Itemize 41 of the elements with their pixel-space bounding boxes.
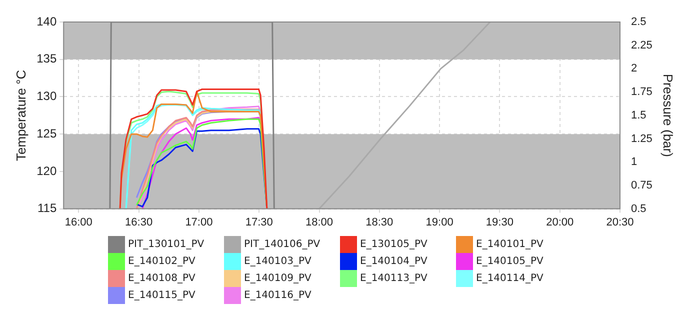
x-tick-label: 19:00 [426,216,454,228]
y2-tick-label: 2.5 [630,16,646,28]
y-axis-title: Temperature °C [13,70,28,161]
legend-label: E_140102_PV [128,256,196,267]
y-tick-label: 130 [36,89,57,104]
x-tick-label: 17:00 [185,216,213,228]
legend-label: E_130105_PV [360,239,428,250]
x-tick-label: 16:00 [64,216,92,228]
y2-tick-label: 1.75 [630,86,652,98]
y-tick-label: 140 [36,14,57,28]
y-tick-label: 115 [37,201,57,216]
legend-label: E_140113_PV [360,273,428,284]
y2-axis-title: Pressure (bar) [660,74,676,157]
legend-label: E_140116_PV [244,290,312,301]
y2-tick-label: 0.75 [630,179,652,192]
x-tick-label: 18:00 [305,216,334,228]
legend-label: E_140101_PV [476,239,544,250]
legend-label: E_140109_PV [244,273,312,284]
y2-tick-label: 2.25 [630,39,652,52]
y2-tick-label: 1 [630,156,638,168]
y-tick-label: 135 [36,52,57,66]
legend-label: PIT_130101_PV [128,239,204,250]
legend-label: E_140114_PV [476,273,544,284]
legend-label: E_140105_PV [476,256,544,267]
x-tick-label: 17:30 [245,216,273,228]
legend-label: E_140103_PV [244,256,312,267]
y2-tick-label: 1.5 [630,109,646,122]
legend-label: E_140104_PV [360,256,428,267]
y-tick-label: 120 [36,164,57,178]
x-tick-label: 18:30 [366,216,394,228]
x-tick-label: 20:00 [546,216,574,228]
legend-label: PIT_140106_PV [244,239,320,250]
x-tick-label: 19:30 [486,216,514,228]
y2-tick-label: 1.25 [630,132,652,145]
y-tick-label: 125 [36,126,57,140]
y2-tick-label: 0.5 [630,202,646,215]
y2-tick-label: 2 [630,62,638,75]
legend-label: E_140108_PV [128,273,196,284]
x-tick-label: 16:30 [125,216,153,228]
legend-label: E_140115_PV [128,290,196,301]
x-tick-label: 20:30 [606,216,634,228]
